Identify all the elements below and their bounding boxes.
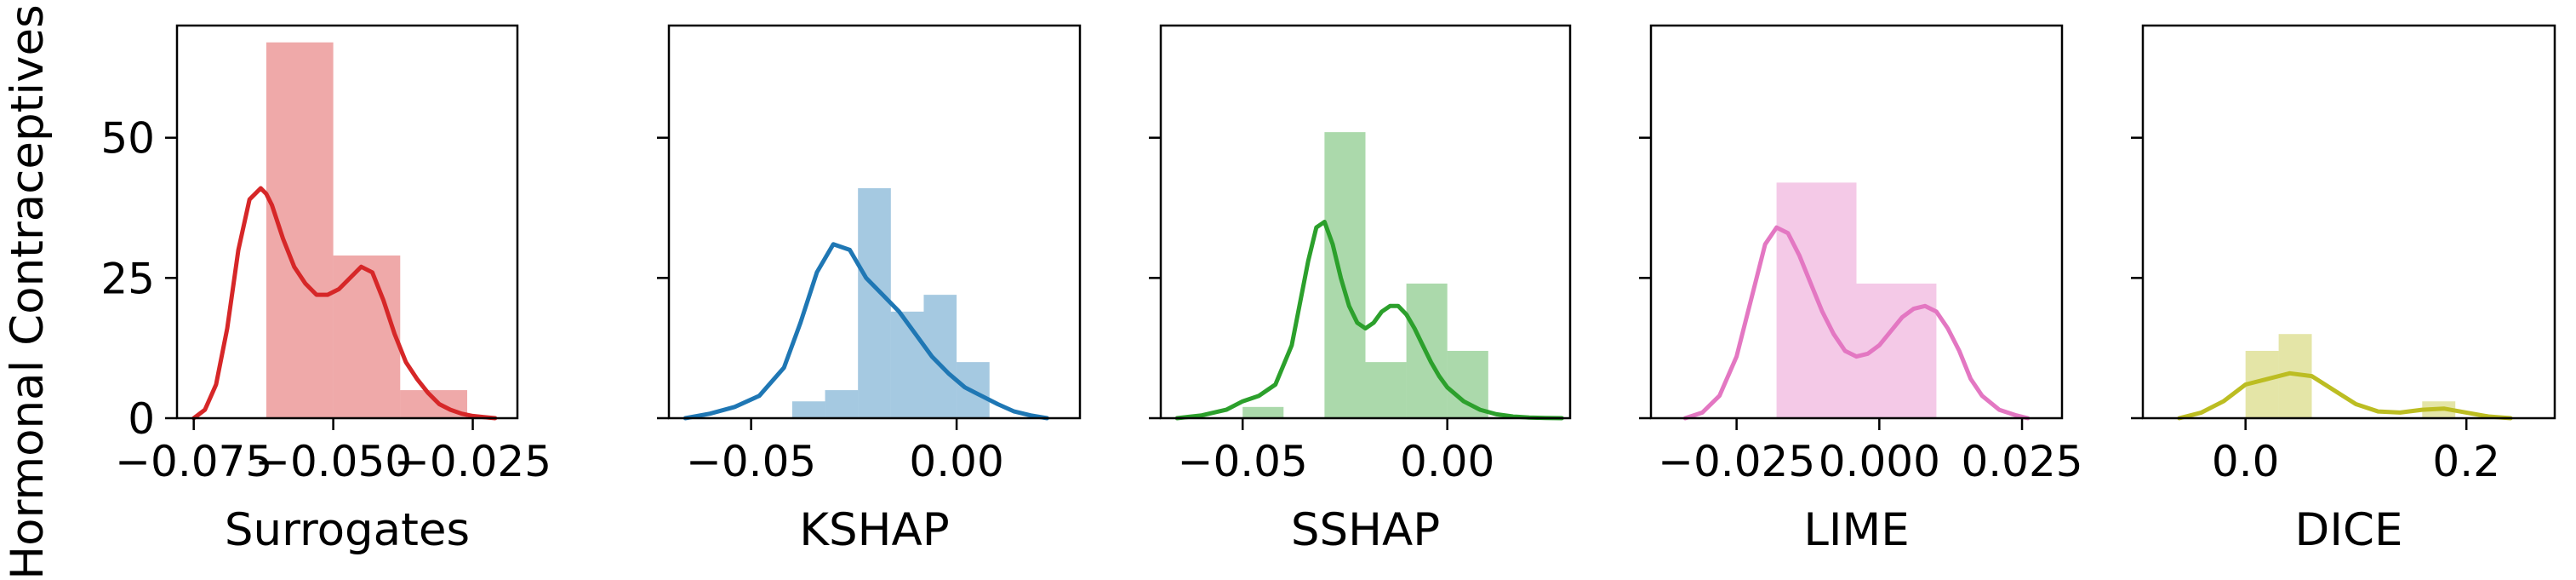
x-tick-label: −0.025 [394, 437, 551, 486]
kde-line [2177, 370, 2513, 421]
panel-3: −0.05 0.00 SSHAP [1149, 24, 1572, 556]
axes-frame [175, 24, 519, 420]
hist-bar [791, 401, 825, 418]
panel-5: 0.0 0.2 DICE [2131, 24, 2556, 556]
y-tick-label: 25 [100, 254, 155, 303]
x-axis-label: DICE [2295, 504, 2403, 556]
hist-bar [333, 256, 401, 418]
x-tick-label: 0.0 [2212, 437, 2280, 486]
x-axis-label: LIME [1803, 504, 1909, 556]
x-axis-label: SSHAP [1291, 504, 1440, 556]
x-tick-label: 0.2 [2432, 437, 2500, 486]
hist-bar [825, 390, 859, 418]
panel-1: −0.075−0.050−0.025 0 25 50 Surrogates [100, 24, 551, 556]
panel-4: −0.025 0.000 0.025 LIME [1639, 24, 2083, 556]
hist-bar [890, 311, 924, 418]
x-tick-label: 0.00 [909, 437, 1003, 486]
kde-line [1682, 225, 2031, 421]
kde-line [683, 242, 1049, 421]
x-tick-label: −0.025 [1658, 437, 1815, 486]
kde-line [191, 186, 498, 421]
y-tick-label: 50 [100, 114, 155, 164]
x-axis-label: KSHAP [799, 504, 949, 556]
hist-bar [858, 187, 891, 418]
axes-frame [2141, 24, 2556, 420]
x-tick-label: 0.000 [1819, 437, 1940, 486]
hist-bar [1242, 406, 1284, 418]
hist-bar [266, 42, 334, 418]
kde-line [1174, 220, 1564, 421]
hist-bar [1447, 350, 1488, 418]
axes-frame [667, 24, 1082, 420]
hist-bar [1365, 362, 1407, 418]
figure-ylabel: Hormonal Contraceptives [2, 4, 54, 579]
hist-bar [1324, 132, 1366, 418]
axes-frame [1159, 24, 1572, 420]
axes-frame [1649, 24, 2064, 420]
x-tick-label: −0.05 [686, 437, 816, 486]
x-axis-label: Surrogates [225, 504, 470, 556]
x-tick-label: 0.00 [1400, 437, 1494, 486]
x-tick-label: 0.025 [1961, 437, 2082, 486]
x-tick-label: −0.075 [115, 437, 272, 486]
y-tick-label: 0 [128, 394, 155, 444]
panel-2: −0.05 0.00 KSHAP [657, 24, 1082, 556]
x-tick-label: −0.050 [254, 437, 412, 486]
hist-bar [923, 295, 957, 418]
x-tick-label: −0.05 [1178, 437, 1308, 486]
